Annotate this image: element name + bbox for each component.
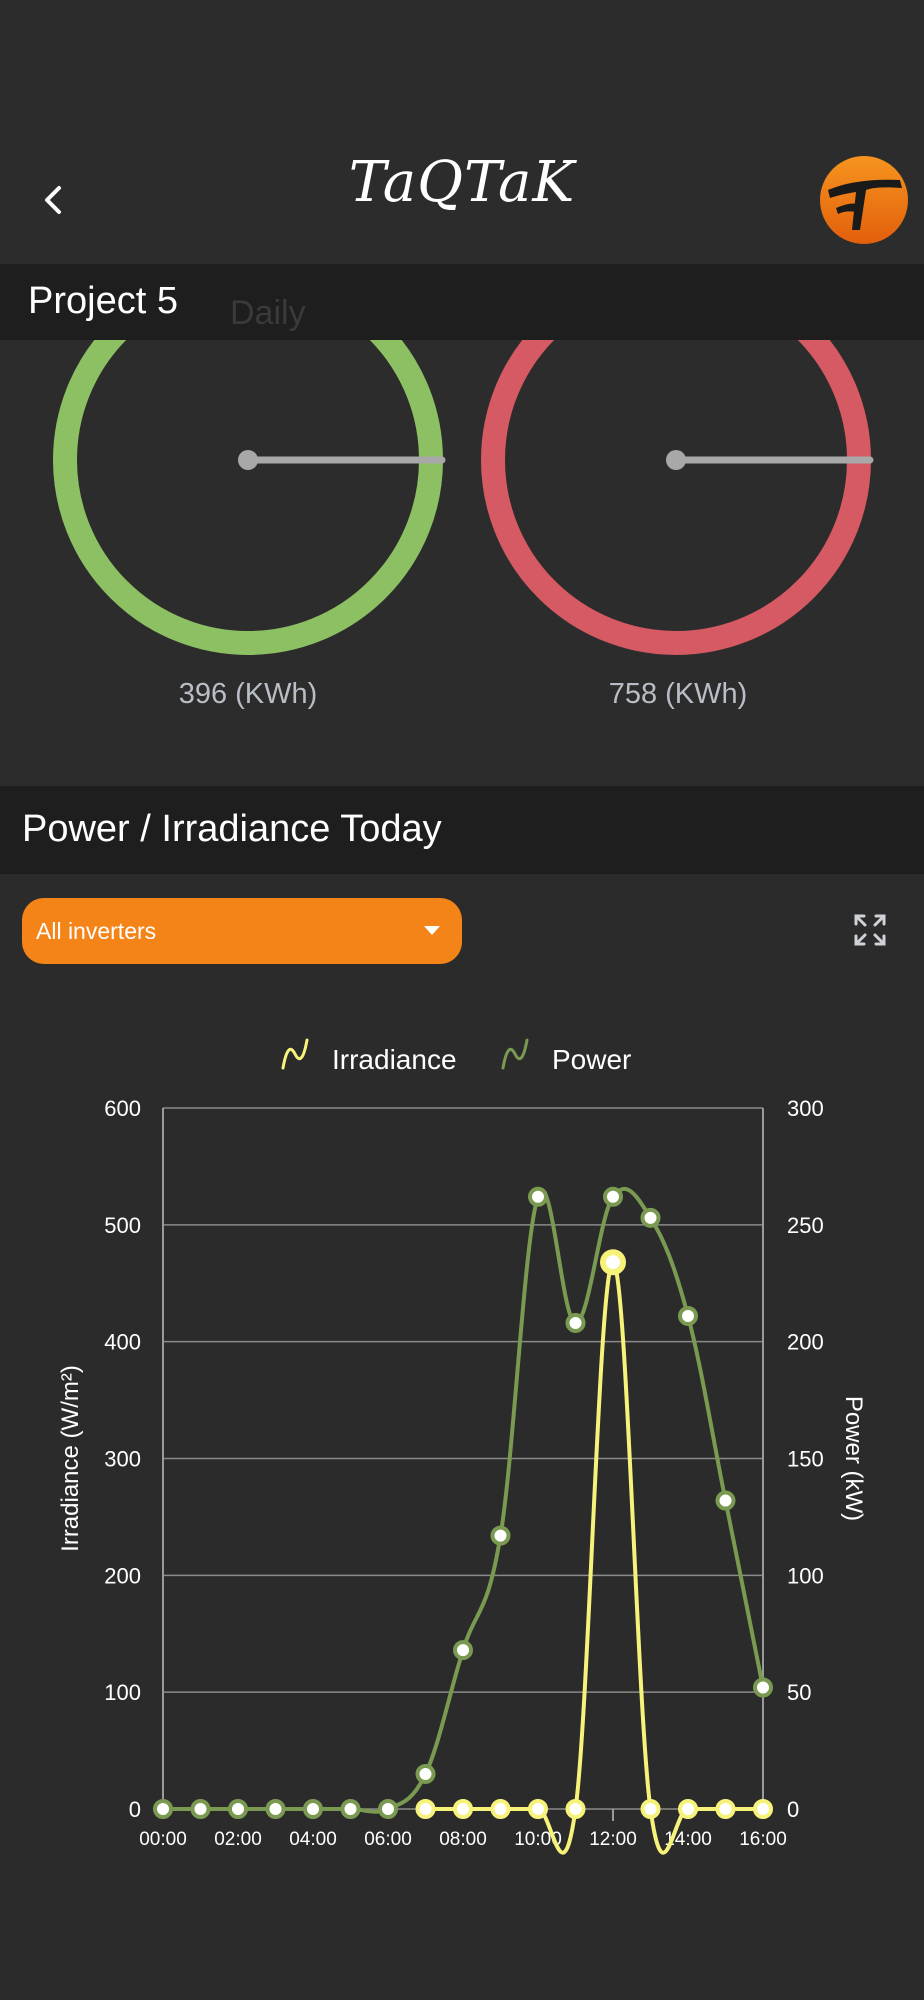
y-left-tick-label: 100 [104,1680,141,1705]
y-left-axis-label: Irradiance (W/m²) [57,1365,84,1552]
y-left-tick-label: 400 [104,1330,141,1355]
chart-svg: 0 100 200 300 400 500 600 0 50 100 150 200 250 300 00:… [57,1038,867,1855]
y-left-tick-label: 600 [104,1096,141,1121]
taqtak-logo-icon [816,152,912,248]
legend-marker [501,1038,529,1070]
data-point-irradiance [565,1799,586,1819]
y-right-tick-label: 200 [787,1330,824,1355]
data-point-power [640,1207,661,1228]
legend-marker [281,1038,309,1070]
data-point-power [378,1799,398,1819]
back-button[interactable] [30,176,78,224]
series-line-irradiance [425,1260,763,1855]
y-left-tick-label: 0 [129,1797,141,1822]
y-right-tick-label: 300 [787,1096,824,1121]
y-right-tick-label: 0 [787,1797,799,1822]
data-point-irradiance [600,1249,626,1276]
app-header: TaQTaK [0,0,924,264]
series-line-power [162,1187,765,1814]
data-point-power [190,1799,211,1819]
data-point-power [528,1186,548,1207]
inverter-select-value: All inverters [36,918,157,944]
x-tick-label: 12:00 [589,1829,637,1850]
data-point-power [153,1799,173,1819]
data-point-power [565,1312,586,1333]
data-point-power [678,1305,698,1326]
data-point-power [490,1525,511,1546]
app-title: TaQTaK [348,150,576,215]
x-tick-label: 02:00 [214,1829,262,1850]
production-value: 396 (KWh) [178,678,318,710]
power-irradiance-chart: 0 100 200 300 400 500 600 0 50 100 150 200 250 300 00:… [0,1010,924,1870]
x-tick-label: 16:00 [739,1829,787,1850]
y-left-tick-label: 500 [104,1213,141,1238]
data-point-irradiance [490,1799,511,1819]
data-point-power [228,1799,248,1819]
y-left-tick-label: 300 [104,1447,141,1472]
x-tick-label: 06:00 [364,1829,412,1850]
data-point-power [715,1490,736,1511]
consumption-gauge [481,340,874,655]
inverter-select[interactable]: All inverters [22,898,462,964]
data-point-irradiance [753,1799,773,1819]
data-point-irradiance [453,1799,473,1819]
data-point-power [603,1186,623,1207]
project-name: Project 5 [28,280,178,322]
project-bar: Daily Project 5 [0,264,924,340]
x-tick-label: 00:00 [139,1829,187,1850]
chevron-left-icon [45,186,61,214]
data-point-power [265,1799,286,1819]
data-point-power [340,1799,361,1819]
legend-label: Power [552,1044,631,1075]
section-title: Power / Irradiance Today [22,808,442,850]
legend-label: Irradiance [332,1044,457,1075]
y-left-tick-label: 200 [104,1563,141,1588]
ghost-tab-label: Daily [230,294,306,332]
section-header: Power / Irradiance Today [0,786,924,874]
data-point-irradiance [640,1799,661,1819]
consumption-value: 758 (KWh) [608,678,748,710]
data-point-irradiance [715,1799,736,1819]
y-right-tick-label: 100 [787,1563,824,1588]
expand-icon [854,914,886,946]
production-gauge [53,340,446,655]
y-right-tick-label: 150 [787,1447,824,1472]
x-tick-label: 04:00 [289,1829,337,1850]
data-point-power [753,1677,773,1698]
x-tick-label: 08:00 [439,1829,487,1850]
data-point-power [415,1763,436,1784]
gauges-section: 396 (KWh) 758 (KWh) [0,340,924,786]
caret-down-icon [424,926,440,935]
y-right-axis-label: Power (kW) [840,1396,867,1521]
fullscreen-button[interactable] [850,910,890,950]
data-point-irradiance [528,1799,548,1819]
y-right-tick-label: 50 [787,1680,811,1705]
y-right-tick-label: 250 [787,1213,824,1238]
data-point-irradiance [678,1799,698,1819]
data-point-power [453,1640,473,1661]
data-point-power [303,1799,323,1819]
data-point-irradiance [415,1799,436,1819]
